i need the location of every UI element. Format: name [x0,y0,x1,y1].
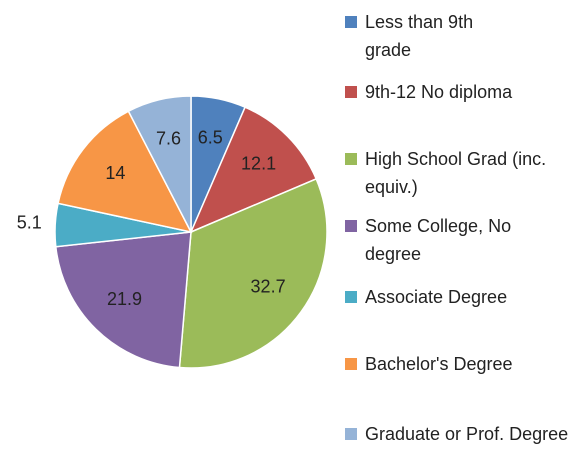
legend-item: Some College, No degree [345,212,570,268]
pie-slice [189,106,318,234]
data-label: 21.9 [107,289,142,309]
legend-swatch [345,291,357,303]
legend-item: Bachelor's Degree [345,350,570,378]
legend-label: Less than 9th grade [365,12,474,60]
legend-item: 9th-12 No diploma [345,78,570,106]
legend-label: 9th-12 No diploma [365,82,513,102]
data-label: 14 [105,163,125,183]
legend-item: Less than 9th grade [345,8,570,64]
legend-item: High School Grad (inc. equiv.) [345,145,570,201]
data-label: 7.6 [156,128,181,148]
data-label: 5.1 [17,212,42,232]
data-label: 12.1 [241,154,276,174]
legend-swatch [345,358,357,370]
pie-slice [127,95,192,233]
legend-swatch [345,86,357,98]
legend-item: Graduate or Prof. Degree [345,420,570,448]
legend-label: Some College, No degree [365,216,512,264]
pie-slice [54,231,192,369]
legend-item: Associate Degree [345,283,570,311]
legend-swatch [345,16,357,28]
legend-label: Bachelor's Degree [365,354,513,374]
legend-label: Graduate or Prof. Degree [365,424,569,444]
legend-label: Associate Degree [365,287,508,307]
pie: 6.5 12.1 32.7 21.9 5.1 14 7.6 [17,95,328,369]
data-label: 32.7 [251,277,286,297]
legend-swatch [345,428,357,440]
pie-slice [57,110,193,234]
data-label: 6.5 [198,128,223,148]
pie-slice [178,177,328,369]
legend-swatch [345,153,357,165]
legend-label: High School Grad (inc. equiv.) [365,149,547,197]
legend-swatch [345,220,357,232]
